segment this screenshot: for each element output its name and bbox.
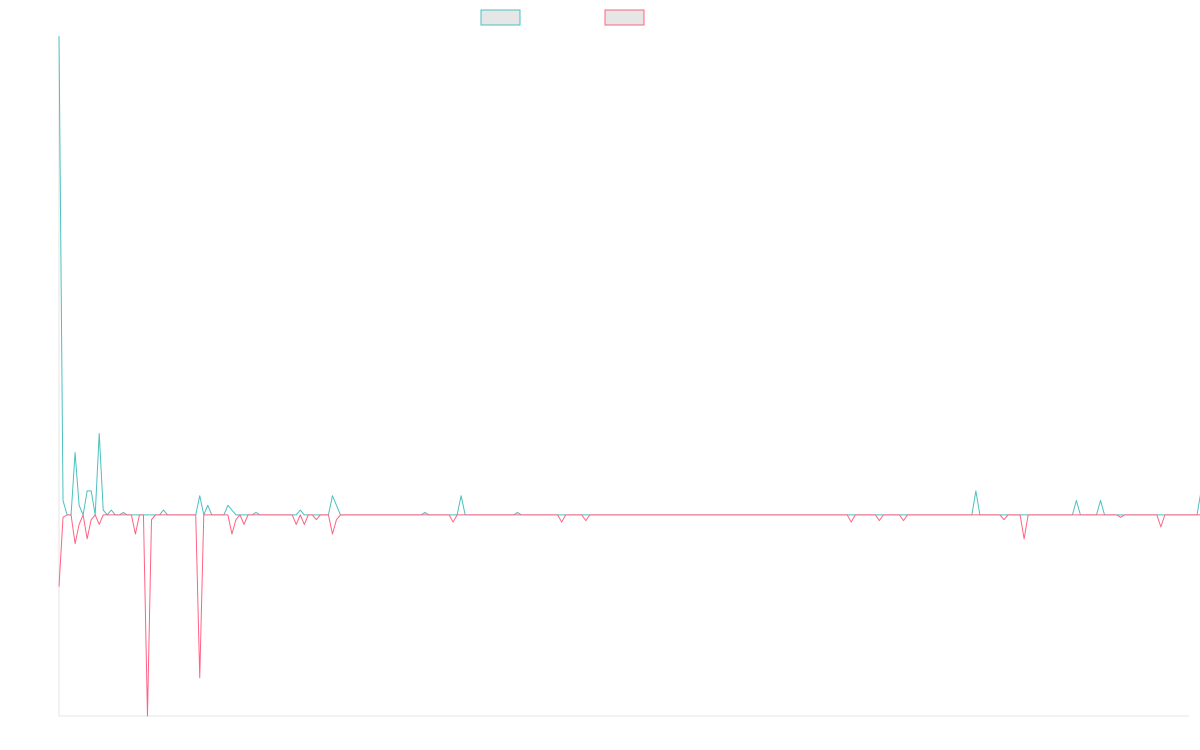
- series-line-2: [58, 514, 1200, 717]
- series-layer: [58, 35, 1200, 717]
- legend-swatch-2[interactable]: [604, 9, 645, 26]
- chart-legend: [480, 9, 645, 26]
- legend-swatch-1[interactable]: [480, 9, 521, 26]
- series-line-1: [58, 35, 1200, 516]
